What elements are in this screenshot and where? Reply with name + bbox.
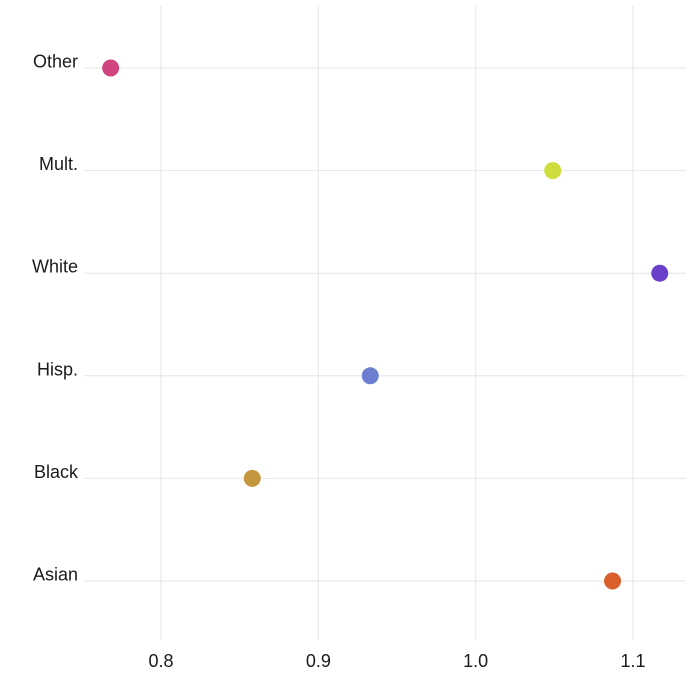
- category-label-other: Other: [33, 52, 78, 72]
- x-tick-label-1.0: 1.0: [463, 651, 488, 671]
- data-point-hisp: [361, 367, 379, 385]
- data-points: [102, 59, 669, 590]
- x-tick-label-0.8: 0.8: [148, 651, 173, 671]
- data-point-black: [243, 469, 261, 487]
- vertical-gridlines: [160, 6, 634, 640]
- category-label-hisp: Hisp.: [37, 359, 78, 379]
- data-point-mult: [544, 162, 562, 180]
- category-label-white: White: [32, 257, 78, 277]
- category-label-mult: Mult.: [39, 154, 78, 174]
- data-point-white: [651, 264, 669, 282]
- category-label-asian: Asian: [33, 565, 78, 585]
- data-point-asian: [604, 572, 622, 590]
- y-axis-category-labels: Asian Black Hisp. White Mult. Other: [32, 52, 79, 585]
- horizontal-gridlines: [84, 67, 686, 582]
- x-tick-label-1.1: 1.1: [620, 651, 645, 671]
- x-axis-tick-labels: 0.8 0.9 1.0 1.1: [148, 651, 645, 671]
- x-tick-label-0.9: 0.9: [306, 651, 331, 671]
- category-label-black: Black: [34, 462, 79, 482]
- data-point-other: [102, 59, 120, 77]
